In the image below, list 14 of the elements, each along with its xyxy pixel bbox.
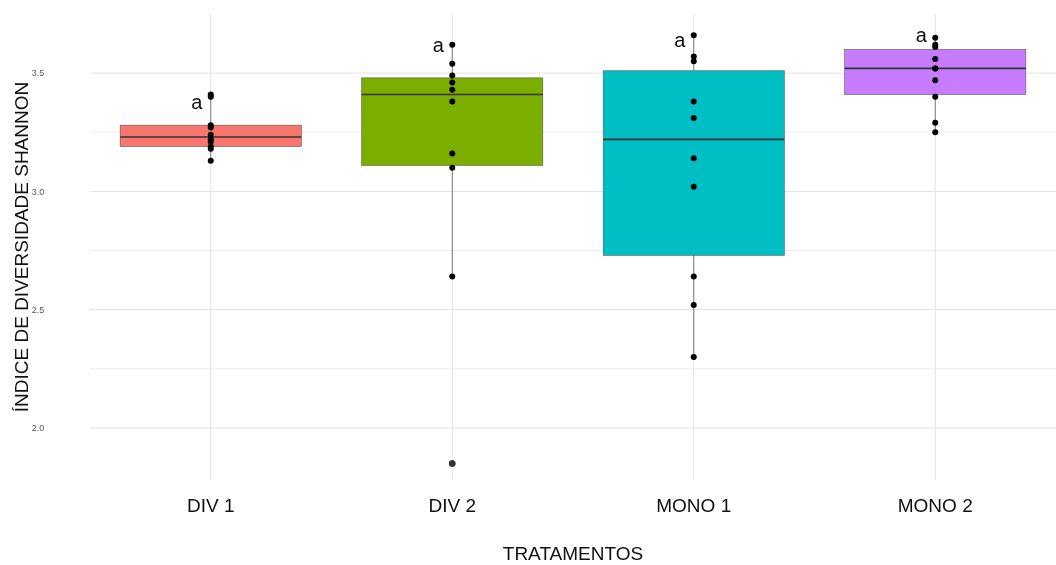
y-tick-label: 2.5 [31,304,45,315]
y-tick-label: 3.0 [31,186,45,197]
x-tick-label: MONO 1 [656,495,732,516]
annotation: a [432,33,445,56]
x-tick-label: MONO 2 [897,495,973,516]
x-tick-label: DIV 1 [186,495,235,516]
x-axis-title: TRATAMENTOS [502,543,644,564]
annotation: a [191,90,204,113]
y-axis-title: ÍNDICE DE DIVERSIDADE SHANNON [11,81,32,413]
annotation: a [915,24,928,47]
annotation: a [674,29,687,52]
x-tick-label: DIV 2 [428,495,477,516]
y-tick-label: 3.5 [31,68,45,79]
y-tick-label: 2.0 [31,423,45,434]
